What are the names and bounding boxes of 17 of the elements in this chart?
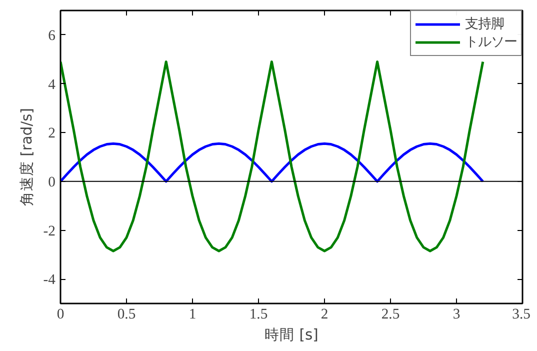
legend-label: トルソー xyxy=(465,34,517,51)
x-tick-label: 1.5 xyxy=(249,306,268,322)
x-tick-label: 0.5 xyxy=(117,306,136,322)
y-tick-label: 0 xyxy=(48,174,56,190)
y-tick-label: 4 xyxy=(48,76,56,93)
x-tick-label: 2.5 xyxy=(381,306,400,322)
y-tick-label: -4 xyxy=(43,272,56,288)
x-tick-label: 3 xyxy=(452,306,460,322)
y-axis-title: 角速度 [rad/s] xyxy=(18,108,36,206)
y-tick-label: -2 xyxy=(43,223,56,240)
x-axis-title: 時間 [s] xyxy=(264,326,318,344)
y-tick-label: 2 xyxy=(48,126,56,142)
x-tick-label: 2 xyxy=(320,306,328,322)
x-tick-label: 1 xyxy=(188,306,196,322)
legend-label: 支持脚 xyxy=(465,16,504,33)
y-tick-label: 6 xyxy=(48,28,56,44)
x-tick-label: 3.5 xyxy=(512,306,531,322)
